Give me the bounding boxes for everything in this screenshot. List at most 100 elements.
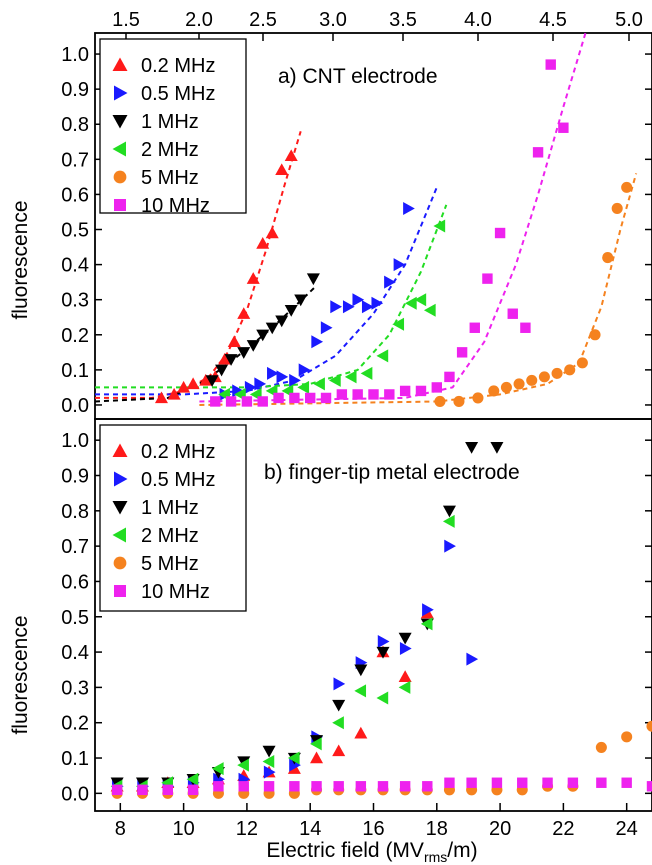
- legend-marker: [114, 585, 126, 597]
- y-tick-label: 0.2: [61, 325, 89, 347]
- data-point: [469, 322, 480, 333]
- data-point: [289, 781, 300, 792]
- y-tick-label: 0.3: [61, 290, 89, 312]
- data-point: [551, 367, 563, 379]
- top-tick-label: 1.5: [112, 9, 140, 31]
- data-point: [423, 303, 436, 317]
- data-point: [422, 781, 433, 792]
- legend-marker: [114, 471, 128, 487]
- data-point: [355, 781, 367, 792]
- data-point: [186, 377, 200, 390]
- data-point: [420, 617, 433, 631]
- fit-curve: [199, 173, 638, 406]
- data-point: [354, 726, 368, 739]
- y-tick-label: 0.6: [61, 184, 89, 206]
- data-point: [289, 758, 301, 772]
- data-point: [205, 375, 219, 387]
- y-tick-label: 0.2: [61, 713, 89, 735]
- data-point: [276, 370, 289, 384]
- data-point: [167, 387, 181, 400]
- legend-label: 0.2 MHz: [141, 441, 215, 463]
- top-tick-label: 2.5: [249, 9, 277, 31]
- data-point: [289, 392, 300, 404]
- data-point: [224, 354, 238, 366]
- x-tick-label: 20: [489, 818, 511, 840]
- data-point: [433, 219, 446, 233]
- legend-marker: [112, 501, 128, 515]
- panel-b-x-axis: 8 10 12 14 16 18 20 22 24: [115, 803, 638, 840]
- data-point: [289, 373, 301, 387]
- data-point: [213, 781, 224, 792]
- x-tick-label: 12: [236, 818, 258, 840]
- data-point: [332, 716, 344, 730]
- data-point: [466, 652, 479, 666]
- panel-a-y-axis: 0.0 0.1 0.2 0.3 0.4 0.5 0.6 0.7 0.8 0.9 1.0: [61, 44, 652, 417]
- data-point: [237, 347, 251, 359]
- top-axis: 1.5 2.0 2.5 3.0 3.5 4.0 4.5 5.0: [112, 9, 643, 41]
- panel-a-ylabel: fluorescence: [9, 200, 32, 319]
- top-tick-label: 3.0: [319, 9, 347, 31]
- data-point: [398, 632, 412, 645]
- data-point: [294, 294, 308, 307]
- panel-b-ylabel: fluorescence: [9, 615, 32, 734]
- data-point: [237, 758, 249, 772]
- legend-label: 0.5 MHz: [141, 469, 215, 491]
- legend-label: 0.5 MHz: [141, 83, 215, 105]
- data-point: [329, 373, 341, 387]
- data-point: [262, 755, 275, 769]
- y-tick-label: 0.8: [61, 114, 89, 136]
- data-point: [342, 300, 355, 314]
- data-point: [244, 380, 257, 394]
- data-point: [352, 293, 365, 307]
- y-tick-label: 1.0: [61, 430, 89, 452]
- data-point: [210, 396, 221, 407]
- data-point: [311, 781, 322, 792]
- data-point: [238, 781, 249, 792]
- legend-marker: [112, 443, 128, 457]
- data-point: [275, 163, 289, 176]
- data-point: [376, 691, 389, 705]
- data-point: [137, 784, 148, 796]
- panel-a: 1.5 2.0 2.5 3.0 3.5 4.0 4.5 5.0 0.0 0.1 0.2 0.3 0.4…: [9, 9, 652, 420]
- data-point: [320, 321, 333, 335]
- data-point: [306, 273, 320, 286]
- data-point: [254, 377, 267, 391]
- legend-label: 10 MHz: [141, 195, 210, 217]
- data-point: [336, 389, 348, 400]
- y-tick-label: 1.0: [61, 44, 89, 66]
- data-point: [284, 305, 298, 317]
- data-point: [532, 147, 544, 158]
- data-point: [187, 784, 199, 796]
- data-point: [311, 335, 324, 349]
- data-point: [611, 202, 623, 214]
- data-point: [297, 380, 310, 394]
- data-point: [330, 300, 343, 314]
- data-point: [287, 751, 300, 765]
- data-point: [352, 389, 363, 400]
- data-point: [500, 381, 512, 393]
- data-point: [111, 784, 123, 796]
- data-point: [542, 777, 553, 788]
- data-point: [465, 442, 479, 454]
- data-point: [398, 680, 411, 694]
- y-tick-label: 0.9: [61, 79, 89, 101]
- data-point: [263, 765, 276, 779]
- y-tick-label: 0.7: [61, 536, 89, 558]
- x-axis-label: Electric field (MVrms/m): [266, 839, 477, 865]
- data-point: [646, 720, 652, 732]
- data-point: [595, 741, 607, 753]
- data-point: [332, 699, 346, 712]
- data-point: [517, 777, 528, 788]
- x-tick-label: 8: [115, 818, 126, 840]
- panel-b-y-axis: 0.0 0.1 0.2 0.3 0.4 0.5 0.6 0.7 0.8 0.9 1.0: [61, 430, 652, 805]
- data-point: [384, 389, 395, 400]
- data-point: [602, 252, 614, 264]
- data-point: [564, 364, 576, 376]
- y-tick-label: 0.0: [61, 783, 89, 805]
- legend-marker: [114, 85, 128, 101]
- data-point: [225, 396, 237, 407]
- data-point: [472, 392, 484, 404]
- legend-marker: [113, 170, 127, 184]
- y-tick-label: 0.1: [61, 360, 89, 382]
- data-point: [399, 642, 412, 656]
